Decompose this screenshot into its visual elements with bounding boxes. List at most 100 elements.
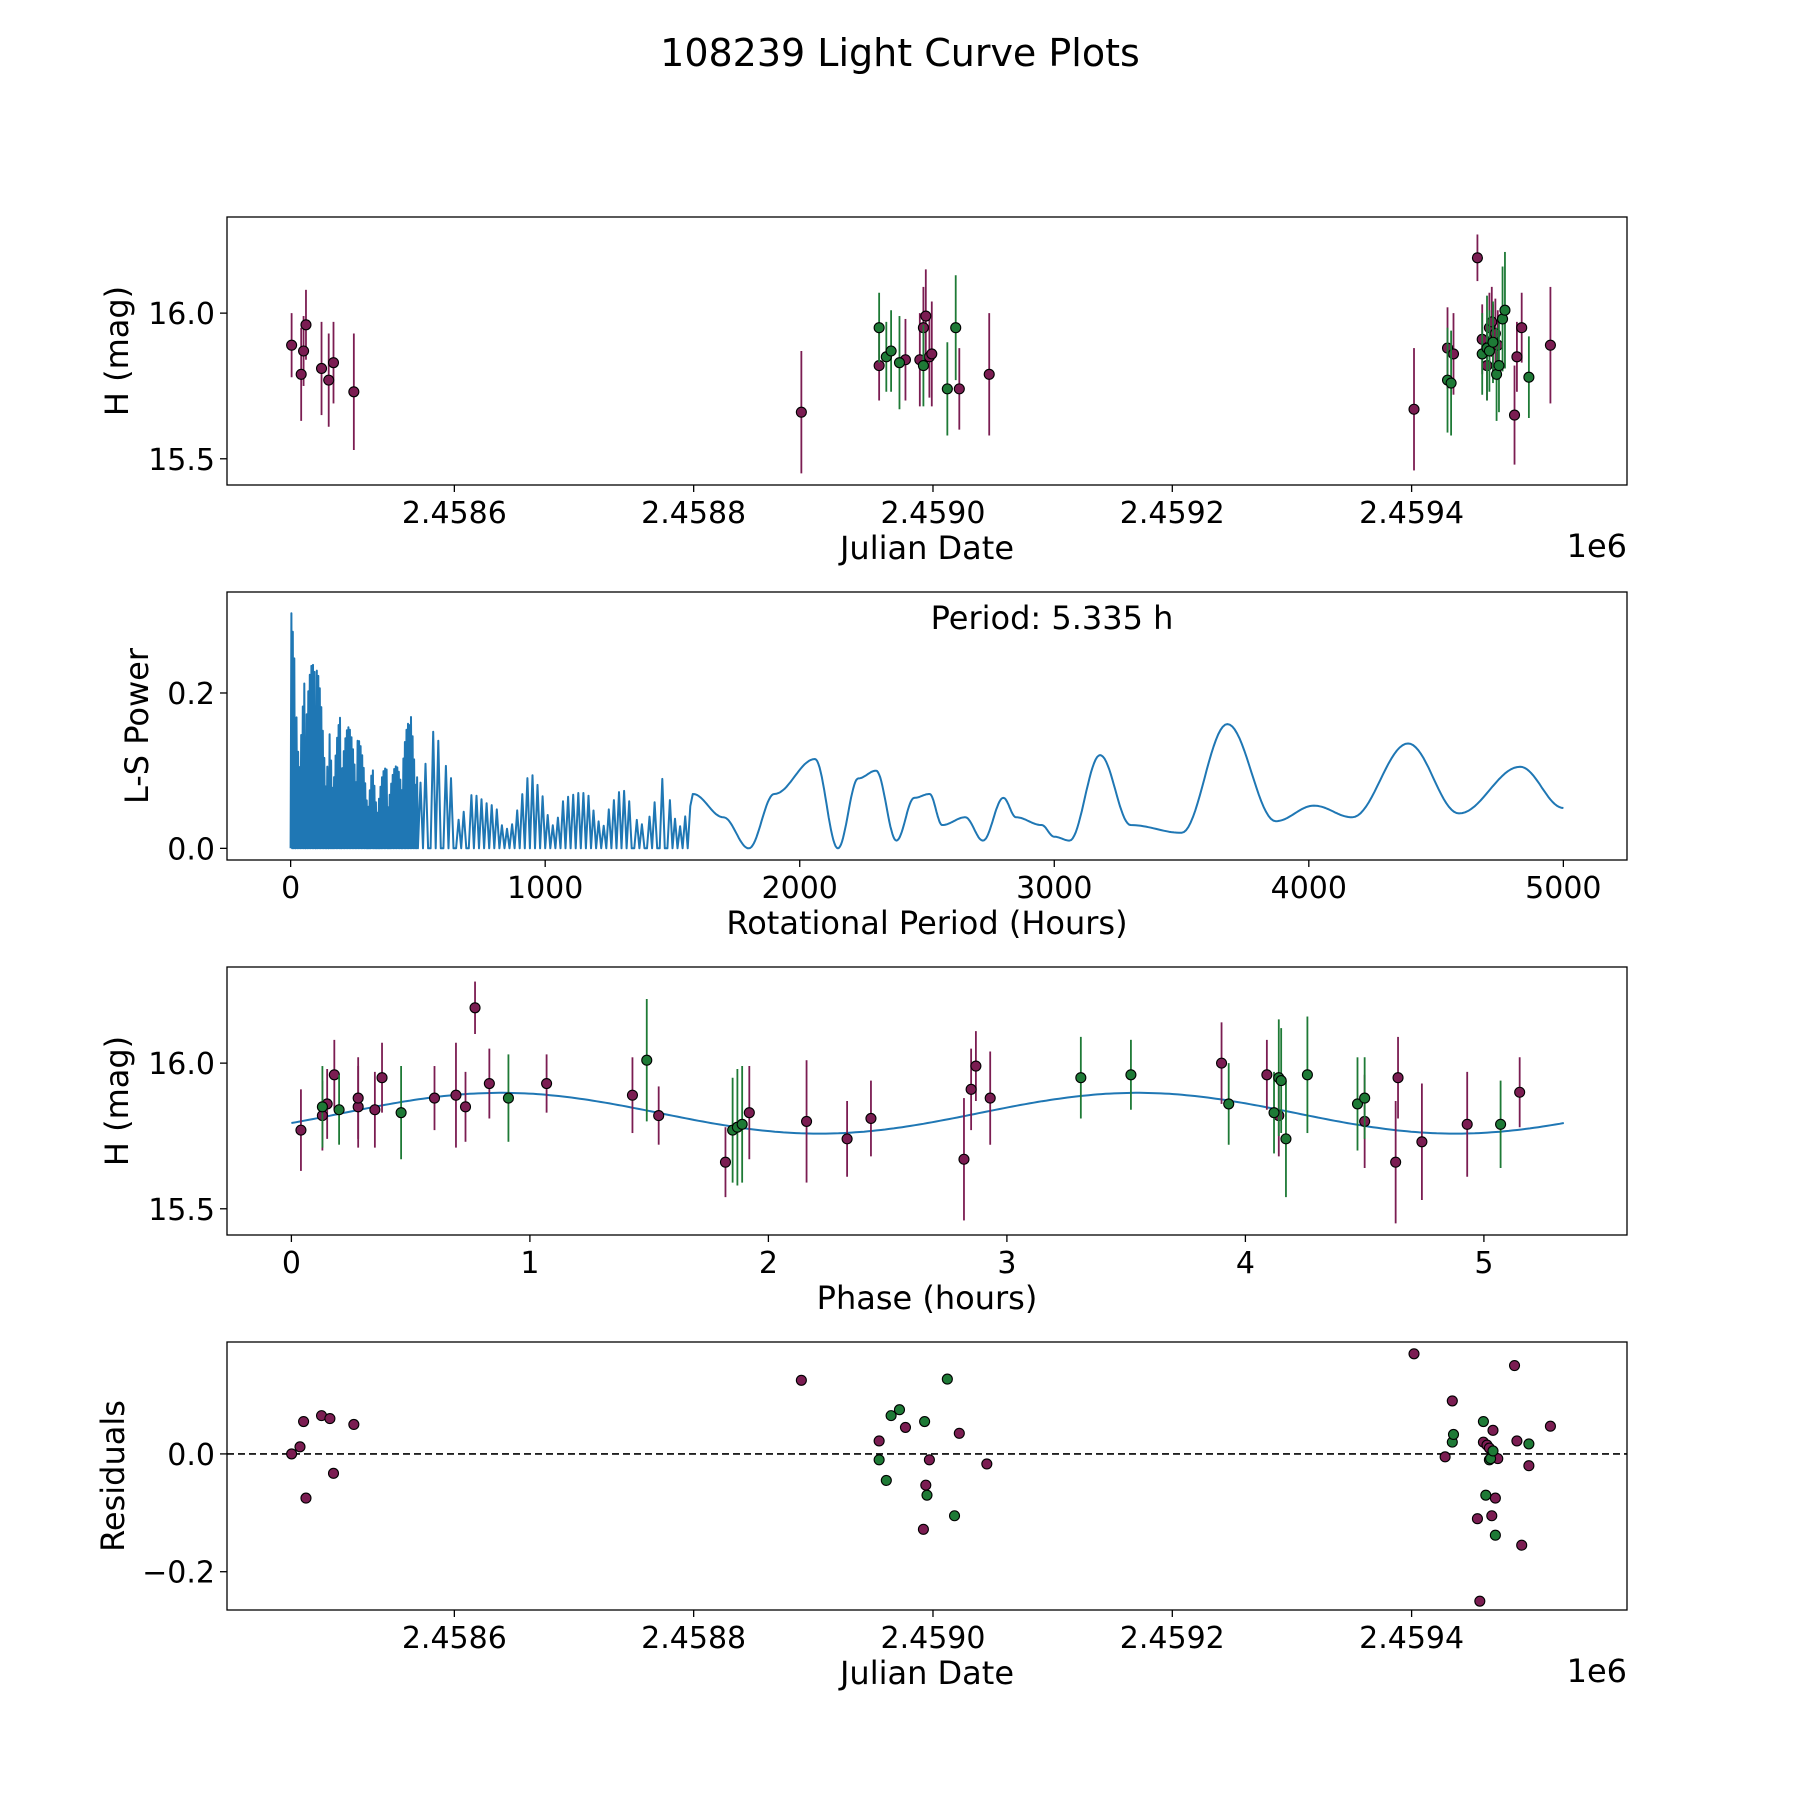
phased-point — [1125, 1069, 1137, 1081]
residuals-point — [1486, 1510, 1498, 1522]
phased-point — [970, 1060, 982, 1072]
residuals-ylabel: Residuals — [94, 1400, 132, 1552]
lightcurve-point — [920, 310, 932, 322]
residuals-offset-label: 1e6 — [1567, 1652, 1627, 1690]
phased-xtick-label: 5 — [1474, 1246, 1493, 1281]
phased-point — [1215, 1057, 1228, 1069]
phased-point — [1275, 1075, 1287, 1087]
lightcurve-point — [1408, 403, 1420, 415]
phased-point — [459, 1101, 472, 1113]
residuals-point — [923, 1454, 935, 1466]
phased-fit-curve — [291, 1091, 1564, 1135]
phased-point — [1359, 1092, 1371, 1104]
lightcurve-axes-frame — [226, 216, 1628, 486]
residuals-point — [348, 1418, 360, 1431]
residuals-point — [885, 1410, 897, 1422]
periodogram-xtick-label: 3000 — [1016, 871, 1092, 906]
periodogram-power-line — [289, 612, 1564, 850]
residuals-point — [1489, 1529, 1501, 1541]
lightcurve-point — [1544, 339, 1556, 351]
phased-xtick-label: 0 — [282, 1246, 301, 1281]
phased-point — [865, 1112, 877, 1125]
lightcurve-point — [926, 348, 938, 360]
residuals-point — [893, 1404, 906, 1416]
phased-point — [1392, 1072, 1404, 1084]
residuals-point — [300, 1492, 312, 1504]
lightcurve-point — [1516, 322, 1528, 334]
lightcurve-series-magenta-filter — [286, 234, 1556, 474]
phased-ylabel: H (mag) — [98, 1036, 136, 1166]
residuals-point — [298, 1415, 310, 1428]
periodogram-ytick-label: 0.0 — [167, 832, 215, 867]
residuals-xtick-label: 2.4592 — [1120, 1621, 1225, 1656]
phased-xtick-label: 4 — [1236, 1246, 1255, 1281]
residuals-series-green-filter — [873, 1373, 1535, 1541]
phased-point — [1351, 1098, 1364, 1110]
lightcurve-point — [795, 406, 807, 418]
lightcurve-series-green-filter — [873, 251, 1535, 436]
lightcurve-marks — [286, 234, 1556, 474]
lightcurve-point — [315, 362, 328, 375]
lightcurve-point — [1508, 409, 1521, 421]
phased-point — [1495, 1118, 1507, 1130]
phased-ticks: 0 1 2 3 4 5 15.5 16.0 — [148, 1047, 1493, 1281]
residuals-point — [1523, 1438, 1535, 1450]
residuals-point — [921, 1489, 933, 1501]
residuals-xtick-label: 2.4594 — [1359, 1621, 1464, 1656]
lightcurve-ticks: 2.4586 2.4588 2.4590 2.4592 2.4594 15.5 16.0 — [148, 297, 1464, 531]
periodogram-xtick-label: 4000 — [1271, 871, 1347, 906]
residuals-panel: 2.4586 2.4588 2.4590 2.4592 2.4594 −0.2 0.0 Ju… — [94, 1341, 1628, 1692]
phased-point — [1461, 1118, 1473, 1130]
phased-point — [469, 1002, 481, 1014]
periodogram-xtick-label: 0 — [281, 871, 300, 906]
lightcurve-point — [1523, 371, 1535, 383]
residuals-point — [327, 1467, 340, 1479]
periodogram-axes-frame — [226, 591, 1628, 861]
residuals-xtick-label: 2.4586 — [402, 1621, 507, 1656]
residuals-marks — [227, 1348, 1627, 1607]
residuals-point — [953, 1427, 965, 1439]
periodogram-xlabel: Rotational Period (Hours) — [726, 904, 1127, 942]
lightcurve-xtick-label: 2.4588 — [641, 496, 746, 531]
phased-point — [984, 1092, 996, 1104]
phased-point — [1416, 1136, 1428, 1148]
phased-point — [1075, 1072, 1087, 1084]
phased-point — [541, 1077, 553, 1090]
figure-title: 108239 Light Curve Plots — [660, 31, 1140, 75]
lightcurve-ytick-label: 16.0 — [148, 297, 215, 332]
lightcurve-point — [873, 322, 885, 334]
residuals-point — [1489, 1492, 1501, 1504]
phased-point — [1223, 1098, 1235, 1110]
lightcurve-point — [323, 374, 335, 386]
residuals-point — [1474, 1595, 1486, 1607]
phased-point — [653, 1110, 665, 1122]
phased-point — [641, 1054, 653, 1066]
phased-point — [1514, 1086, 1526, 1098]
lightcurve-point — [327, 357, 340, 369]
residuals-point — [294, 1441, 306, 1453]
lightcurve-point — [917, 360, 929, 372]
phased-point — [352, 1092, 364, 1104]
residuals-point — [948, 1510, 961, 1522]
residuals-point — [920, 1479, 932, 1491]
periodogram-ytick-label: 0.2 — [167, 677, 215, 712]
phased-point — [369, 1104, 381, 1116]
lightcurve-point — [893, 357, 906, 369]
phased-point — [1268, 1107, 1280, 1119]
lightcurve-point — [348, 386, 360, 398]
phased-point — [958, 1153, 970, 1165]
lightcurve-point — [950, 322, 962, 334]
lightcurve-point — [1486, 316, 1498, 328]
lightcurve-point — [300, 319, 312, 331]
lightcurve-ylabel: H (mag) — [98, 286, 136, 416]
phased-point — [328, 1069, 340, 1081]
phased-xlabel: Phase (hours) — [817, 1279, 1038, 1317]
residuals-point — [1446, 1395, 1458, 1407]
phased-point — [316, 1101, 328, 1113]
phased-point — [450, 1089, 462, 1101]
lightcurve-point — [286, 339, 298, 351]
residuals-xlabel: Julian Date — [838, 1654, 1014, 1692]
residuals-point — [1511, 1435, 1523, 1447]
lightcurve-point — [1447, 348, 1460, 360]
residuals-ytick-label: 0.0 — [167, 1438, 215, 1473]
